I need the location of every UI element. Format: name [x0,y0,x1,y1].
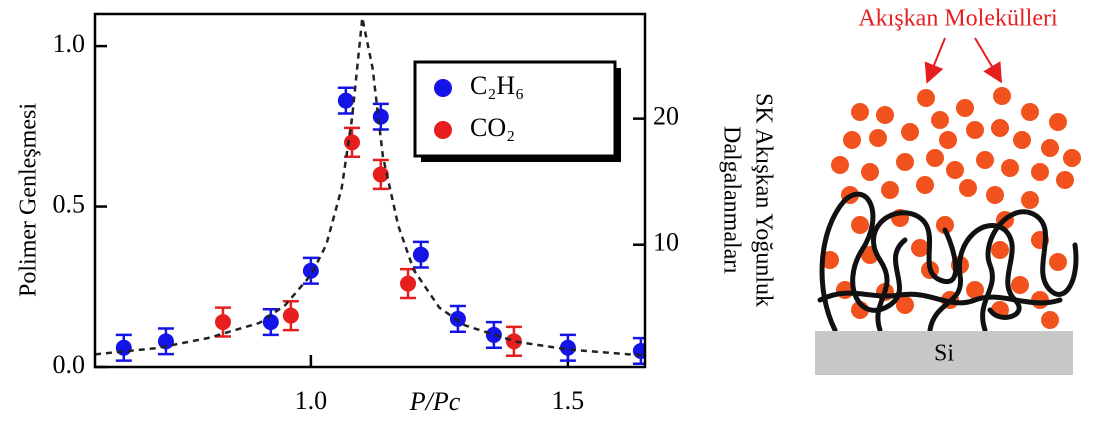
legend-marker [434,79,452,97]
molecule [1021,103,1039,121]
x-tick-label: 1.5 [552,386,585,415]
y2-axis-label: SK Akışkan Yoğunluk [750,93,776,307]
molecule [1049,253,1067,271]
diagram-label: Akışkan Molekülleri [858,6,1058,32]
data-point [115,339,132,356]
molecule [991,241,1009,259]
y2-tick-label: 10 [653,228,679,257]
polymer-chains [817,191,1079,333]
fluctuation-curve [95,17,645,357]
polymer-chain [871,210,959,333]
y-axis-label: Polimer Genleşmesi [16,103,42,297]
legend-label: CO₂ [470,113,515,142]
data-point [337,92,354,109]
molecule [917,89,935,107]
molecule [986,186,1004,204]
data-point [412,246,429,263]
molecule [851,103,869,121]
molecule [1031,291,1049,309]
molecule [993,87,1011,105]
molecule [821,251,839,269]
data-point [400,275,417,292]
x-tick-label: 1.0 [295,386,328,415]
arrow [924,37,946,84]
polymer-chain [980,209,1079,333]
molecule [991,119,1009,137]
molecule [936,216,954,234]
molecule [931,111,949,129]
molecule [939,131,957,149]
molecule [843,131,861,149]
polymer-chain [927,223,1022,333]
molecule [1011,276,1029,294]
plot-area [95,17,645,366]
data-point [449,310,466,327]
legend-marker [434,121,452,139]
molecule [901,123,919,141]
molecule [1056,171,1074,189]
chart: 0.0 0.5 1.0 10 20 1.0 1.5 C₂H₆ CO₂ [53,12,679,415]
data-point [485,326,502,343]
molecule [1041,311,1059,329]
molecule [896,296,914,314]
molecule [876,106,894,124]
molecule [911,239,929,257]
substrate [815,331,1073,375]
molecule [1041,139,1059,157]
data-point [505,333,522,350]
molecule [861,163,879,181]
molecule [1021,191,1039,209]
molecule [966,121,984,139]
plot-frame [93,12,647,369]
data-point [344,134,361,151]
molecule [1031,163,1049,181]
y-tick-label: 0.0 [53,350,86,379]
molecule [959,179,977,197]
molecule [1063,149,1081,167]
x-axis-label: P/Pc [409,387,461,416]
polymer-chain [819,191,908,333]
molecule [946,161,964,179]
data-point [372,108,389,125]
molecule [881,181,899,199]
data-point [372,166,389,183]
diagram: Akışkan Molekülleri Si [815,6,1081,375]
molecule [896,153,914,171]
molecule [851,216,869,234]
data-point [157,333,174,350]
y-tick-label: 1.0 [53,29,86,58]
data-point [302,262,319,279]
molecule [966,281,984,299]
molecule [831,156,849,174]
data-point [214,314,231,331]
molecule [976,151,994,169]
molecule [926,149,944,167]
molecule [1001,159,1019,177]
y2-tick-label: 20 [653,102,679,131]
y2-axis-label: Dalgalanmaları [718,126,744,274]
substrate-label: Si [934,341,954,367]
legend-label: C₂H₆ [470,71,524,100]
molecule [1013,131,1031,149]
molecule [1049,113,1067,131]
legend-box [413,60,617,158]
molecule [916,176,934,194]
y-tick-label: 0.5 [53,190,86,219]
polymer-chain [817,290,1063,306]
arrow [974,37,1003,84]
molecule [956,99,974,117]
data-point [559,339,576,356]
molecule [869,129,887,147]
data-point [282,307,299,324]
